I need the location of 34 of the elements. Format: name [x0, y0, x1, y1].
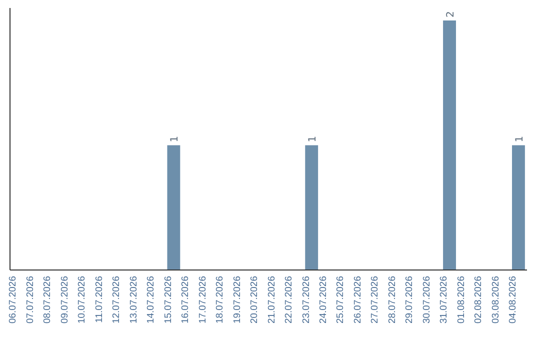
x-tick-label: 25.07.2026	[335, 276, 346, 324]
x-tick-label: 22.07.2026	[284, 276, 295, 324]
x-tick-label: 27.07.2026	[370, 276, 381, 324]
x-tick-label: 04.08.2026	[508, 276, 519, 324]
x-tick-label: 18.07.2026	[214, 276, 226, 324]
x-tick-label: 31.07.2026	[438, 276, 450, 324]
x-tick-label: 10.07.2026	[76, 276, 88, 324]
x-tick-label: 28.07.2026	[386, 276, 398, 324]
data-label: 1	[308, 136, 319, 142]
data-label: 1	[514, 136, 526, 142]
x-tick-label: 19.07.2026	[232, 276, 243, 324]
x-tick-label: 20.07.2026	[249, 276, 260, 324]
x-tick-label: 13.07.2026	[128, 276, 140, 324]
x-tick-label: 15.07.2026	[162, 276, 174, 324]
x-tick-label: 09.07.2026	[59, 276, 70, 324]
x-tick-label: 24.07.2026	[318, 276, 329, 324]
x-tick-label: 06.07.2026	[8, 276, 19, 324]
x-tick-label: 14.07.2026	[146, 276, 157, 324]
x-tick-label: 26.07.2026	[352, 276, 364, 324]
x-tick-label: 01.08.2026	[456, 276, 467, 324]
data-label: 2	[446, 11, 457, 18]
x-tick-label: 08.07.2026	[42, 276, 54, 324]
x-tick-label: 21.07.2026	[266, 276, 278, 324]
x-tick-label: 30.07.2026	[421, 276, 432, 324]
x-tick-label: 02.08.2026	[473, 276, 484, 324]
x-tick-label: 11.07.2026	[94, 276, 105, 323]
x-tick-label: 29.07.2026	[404, 276, 416, 324]
x-tick-label: 07.07.2026	[24, 276, 36, 324]
x-tick-label: 23.07.2026	[300, 276, 312, 324]
x-tick-label: 12.07.2026	[111, 276, 122, 324]
x-tick-label: 16.07.2026	[180, 276, 192, 324]
data-label: 1	[170, 136, 181, 142]
x-tick-label: 17.07.2026	[197, 276, 208, 324]
x-tick-label: 03.08.2026	[490, 276, 502, 324]
